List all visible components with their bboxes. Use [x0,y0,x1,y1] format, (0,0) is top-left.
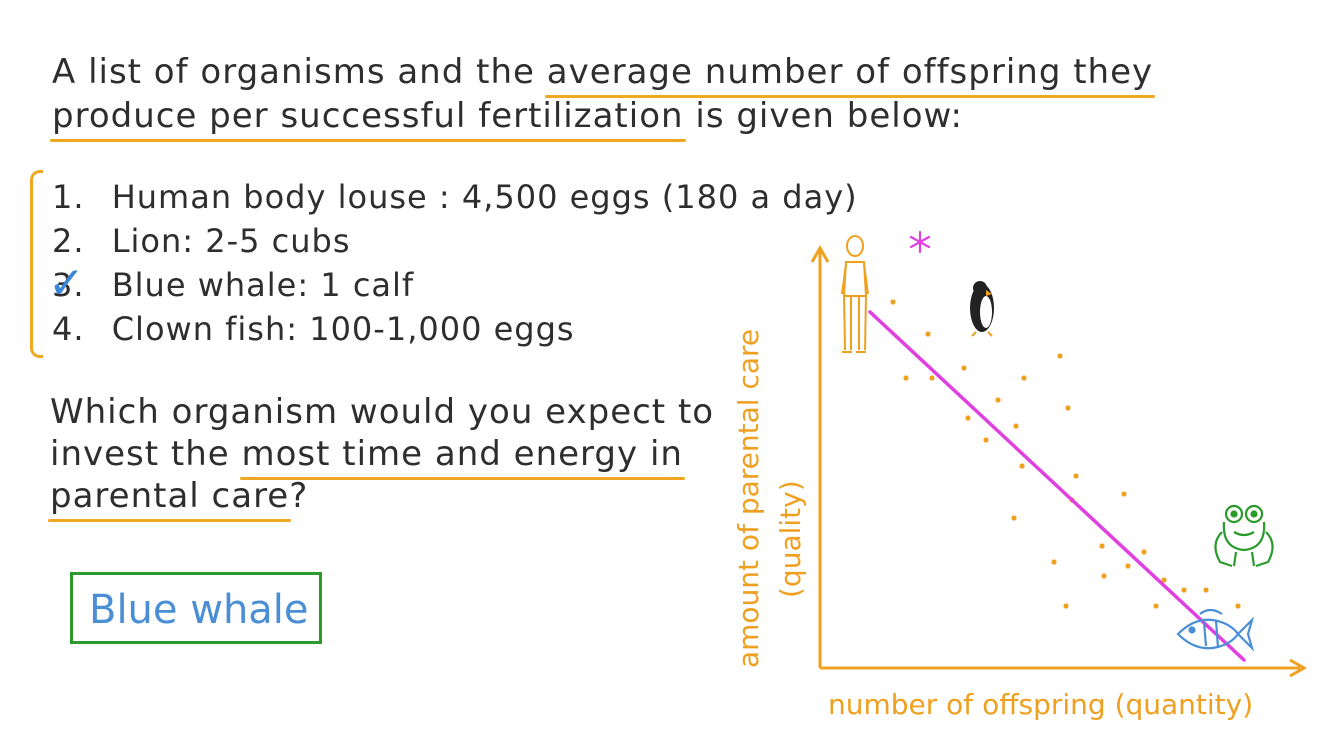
scatter-dot [1051,559,1057,565]
question-text-a: A list of organisms and the [52,52,547,92]
scatter-dot [1181,587,1187,593]
list-bracket [30,170,43,358]
y-axis-label: amount of parental care [732,329,765,668]
scatter-dot [1013,423,1019,429]
scatter-dot [1011,515,1017,521]
scatter-dot [1057,353,1063,359]
list-item-number: 2. [52,222,85,260]
y-axis-arrow-icon [810,244,830,263]
question-highlight-a: average number of offspring they [544,52,1156,98]
prompt-text-a: Which organism would you expect to [50,392,715,432]
human-icon [841,235,869,353]
scatter-dot [1153,603,1159,609]
scatter-dot [1161,577,1167,583]
scatter-dot [1099,543,1105,549]
trend-line [868,310,1246,662]
question-line-1: A list of organisms and the average numb… [52,52,1156,98]
x-axis-label: number of offspring (quantity) [828,688,1253,721]
check-mark-icon: ✓ [48,258,85,309]
scatter-dot [1021,375,1027,381]
scatter-dot [1101,573,1107,579]
question-line-2: produce per successful fertilization is … [50,96,963,142]
answer-box: Blue whale [70,572,322,644]
list-item-text: Clown fish: 100-1,000 eggs [111,310,575,348]
scatter-dot [1121,491,1127,497]
scatter-dot [890,299,896,305]
list-item-number: 4. [52,310,85,348]
scatter-dot [1065,405,1071,411]
prompt-line-2: invest the most time and energy in [50,434,686,480]
prompt-highlight-a: most time and energy in [239,434,686,480]
x-axis-arrow-icon [1289,658,1308,678]
prompt-highlight-b: parental care [47,476,292,522]
question-text-b: is given below: [683,96,963,136]
list-item: 1. Human body louse : 4,500 eggs (180 a … [52,178,858,216]
scatter-dot [1141,549,1147,555]
scatter-dot [983,437,989,443]
scatter-dot [961,365,967,371]
scatter-dot [1125,563,1131,569]
answer-text: Blue whale [89,587,309,633]
prompt-text-c: ? [289,476,309,516]
scatter-dot [925,331,931,337]
scatter-dot [1073,473,1079,479]
list-item-text: Human body louse : 4,500 eggs (180 a day… [111,178,858,216]
scatter-dots [890,299,1241,609]
scatter-dot [929,375,935,381]
list-item: 2. Lion: 2-5 cubs [52,222,351,260]
scatter-dot [1019,463,1025,469]
y-axis-label-sub: (quality) [774,480,807,598]
list-item-text: Blue whale: 1 calf [111,266,415,304]
scatter-dot [995,397,1001,403]
penguin-icon [970,281,994,337]
prompt-line-3: parental care? [47,476,309,522]
list-item-text: Lion: 2-5 cubs [111,222,351,260]
prompt-line-1: Which organism would you expect to [50,392,714,432]
frog-icon [1214,504,1274,568]
list-item-number: 3. [52,266,85,304]
question-highlight-b: produce per successful fertilization [50,96,686,142]
scatter-dot [1203,587,1209,593]
scatter-dot [965,415,971,421]
fish-icon [1176,608,1255,652]
star-icon [909,230,931,254]
scatter-dot [1235,603,1241,609]
scatter-dot [1063,603,1069,609]
list-item-number: 1. [52,178,85,216]
list-item: 4. Clown fish: 100-1,000 eggs [52,310,575,348]
list-item: 3. Blue whale: 1 calf [52,266,414,304]
scatter-dot [903,375,909,381]
prompt-text-b: invest the [50,434,242,474]
